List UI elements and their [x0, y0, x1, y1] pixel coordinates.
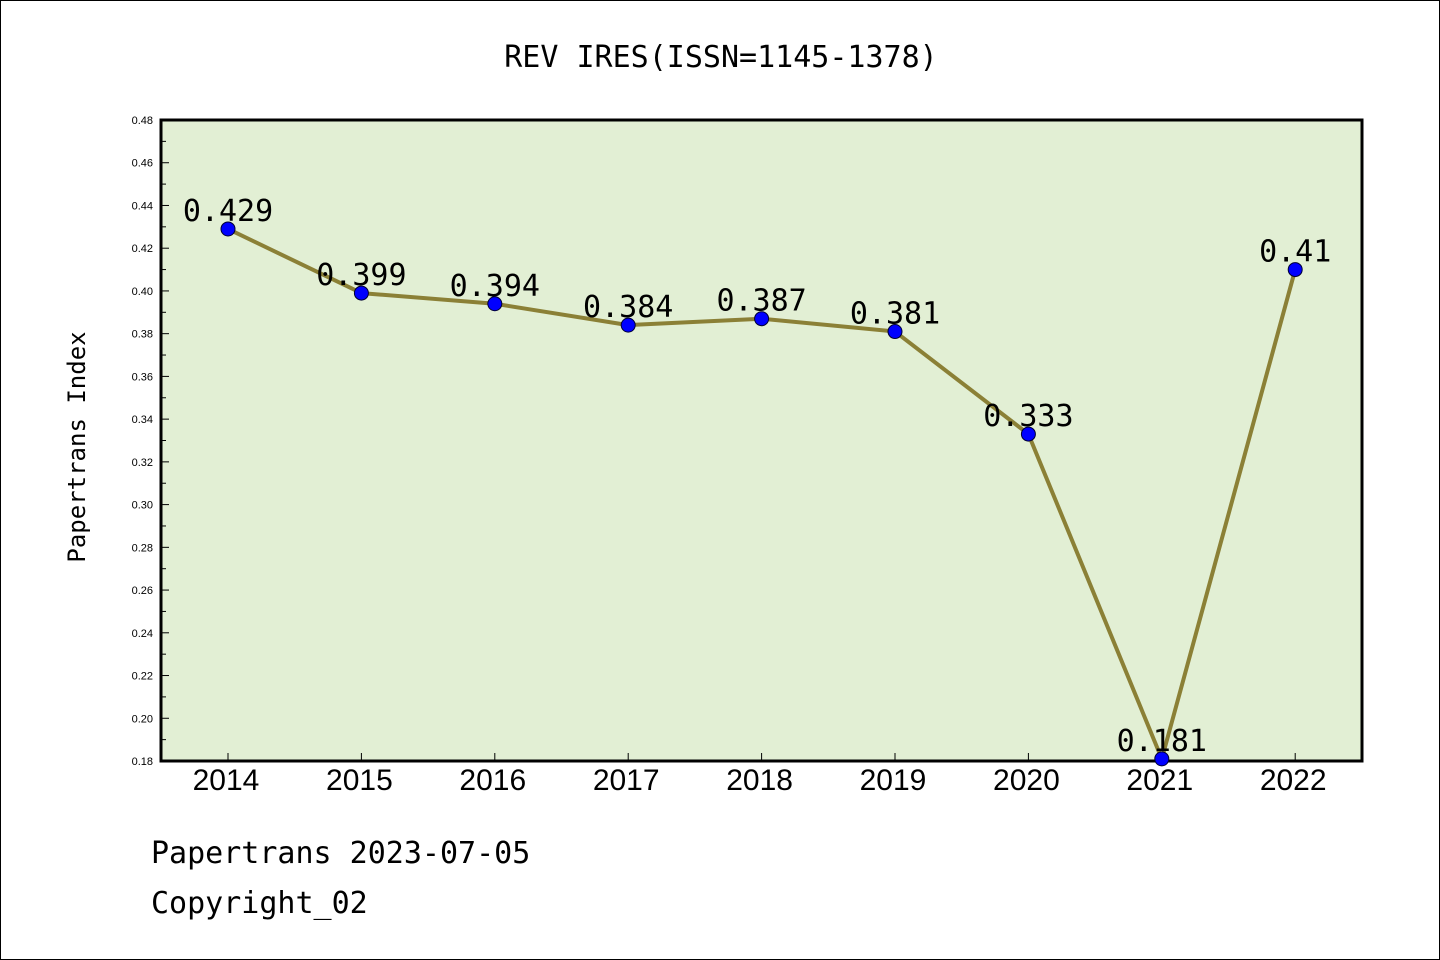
y-tick-label: 0.24 [132, 628, 153, 640]
y-tick-label: 0.40 [132, 286, 153, 298]
data-point [220, 221, 236, 237]
y-tick-label: 0.44 [132, 200, 153, 212]
chart-title: REV IRES(ISSN=1145-1378) [504, 40, 937, 75]
data-label: 0.41 [1259, 235, 1331, 270]
y-tick-label: 0.18 [132, 756, 153, 768]
y-axis-label: Papertrans Index [63, 331, 91, 562]
data-point [1020, 426, 1036, 442]
x-axis: 2014 2015 2016 2017 2018 2019 2020 2021 2022 [193, 753, 1327, 797]
x-tick-label: 2022 [1260, 764, 1327, 797]
data-point [754, 311, 770, 327]
y-tick-label: 0.30 [132, 500, 153, 512]
data-label: 0.429 [183, 194, 273, 229]
data-label: 0.399 [316, 258, 406, 293]
data-label: 0.333 [983, 399, 1073, 434]
data-point [353, 285, 369, 301]
y-tick-label: 0.28 [132, 542, 153, 554]
x-tick-label: 2015 [326, 764, 393, 797]
y-tick-label: 0.26 [132, 585, 153, 597]
data-point [1287, 262, 1303, 278]
data-label: 0.384 [583, 290, 673, 325]
data-point [887, 324, 903, 340]
data-series [220, 221, 1303, 767]
y-tick-label: 0.38 [132, 329, 153, 341]
data-labels: 0.429 0.399 0.394 0.384 0.387 0.381 0.333 0.181… [183, 194, 1331, 759]
x-tick-label: 2018 [726, 764, 793, 797]
x-tick-label: 2016 [459, 764, 526, 797]
source-date-text: Papertrans 2023-07-05 [151, 836, 531, 871]
y-tick-label: 0.34 [132, 414, 153, 426]
x-tick-label: 2020 [993, 764, 1060, 797]
y-axis: 0.18 0.20 0.22 0.24 0.26 0.28 0.30 0.32 0.34 0.36… [132, 115, 169, 768]
data-point [620, 317, 636, 333]
data-label: 0.387 [716, 284, 806, 319]
x-tick-label: 2019 [860, 764, 927, 797]
y-tick-label: 0.22 [132, 671, 153, 683]
y-tick-label: 0.20 [132, 713, 153, 725]
copyright-text: Copyright_02 [151, 886, 368, 921]
data-label: 0.394 [450, 269, 540, 304]
y-tick-label: 0.32 [132, 457, 153, 469]
data-point [487, 296, 503, 312]
data-label: 0.381 [850, 297, 940, 332]
data-label: 0.181 [1117, 724, 1207, 759]
y-tick-label: 0.48 [132, 115, 153, 127]
plot-area [159, 118, 1364, 763]
y-tick-label: 0.46 [132, 158, 153, 170]
x-tick-label: 2017 [593, 764, 660, 797]
x-tick-label: 2021 [1126, 764, 1193, 797]
x-tick-label: 2014 [193, 764, 260, 797]
y-tick-label: 0.42 [132, 243, 153, 255]
y-tick-label: 0.36 [132, 371, 153, 383]
data-point [1154, 751, 1170, 767]
